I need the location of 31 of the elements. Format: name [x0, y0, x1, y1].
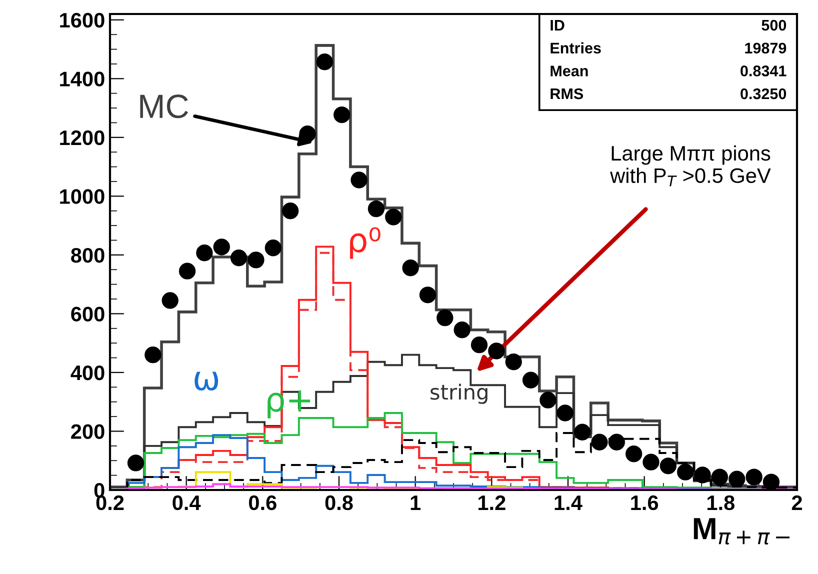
series-label: string [430, 384, 488, 404]
annotation: 19879 [745, 42, 786, 54]
y-tick-label: 1600 [60, 12, 104, 28]
x-tick-label: 0.4 [172, 495, 201, 510]
series-label: ω [194, 372, 218, 391]
x-tick-label: 1.6 [631, 495, 658, 510]
series-label: ρ⁰ [350, 227, 380, 259]
y-tick-label: 1200 [60, 130, 104, 146]
annotation: RMS [550, 88, 584, 100]
annotation: Large Mππ pions with P$_{T}$ >0.5 GeV [610, 145, 771, 186]
y-tick-label: 400 [70, 365, 104, 380]
y-tick-label: 800 [71, 248, 104, 263]
annotation: ID [550, 20, 564, 31]
text: MC [140, 94, 188, 118]
x-tick-label: 2 [792, 495, 802, 510]
annotation: 500 [762, 20, 786, 31]
x-tick-label: 1.8 [708, 495, 735, 510]
x-tick-label: 1.2 [478, 495, 506, 510]
x-tick-label: 0.6 [249, 495, 276, 510]
x-axis-title: M$_{π+π−}$ [694, 518, 790, 545]
y-tick-label: 200 [71, 424, 104, 439]
y-tick-label: 1000 [60, 189, 104, 204]
y-tick-label: 600 [71, 306, 104, 322]
annotation: 0.3250 [740, 88, 786, 100]
x-tick-label: 0.8 [325, 495, 353, 510]
annotation: Entries [550, 42, 601, 54]
annotation: 0.8341 [740, 66, 786, 76]
annotation: Mean [550, 66, 588, 76]
y-tick-label: 1400 [60, 72, 104, 86]
x-tick-label: 1 [410, 496, 421, 510]
x-tick-label: 1.4 [554, 496, 582, 510]
